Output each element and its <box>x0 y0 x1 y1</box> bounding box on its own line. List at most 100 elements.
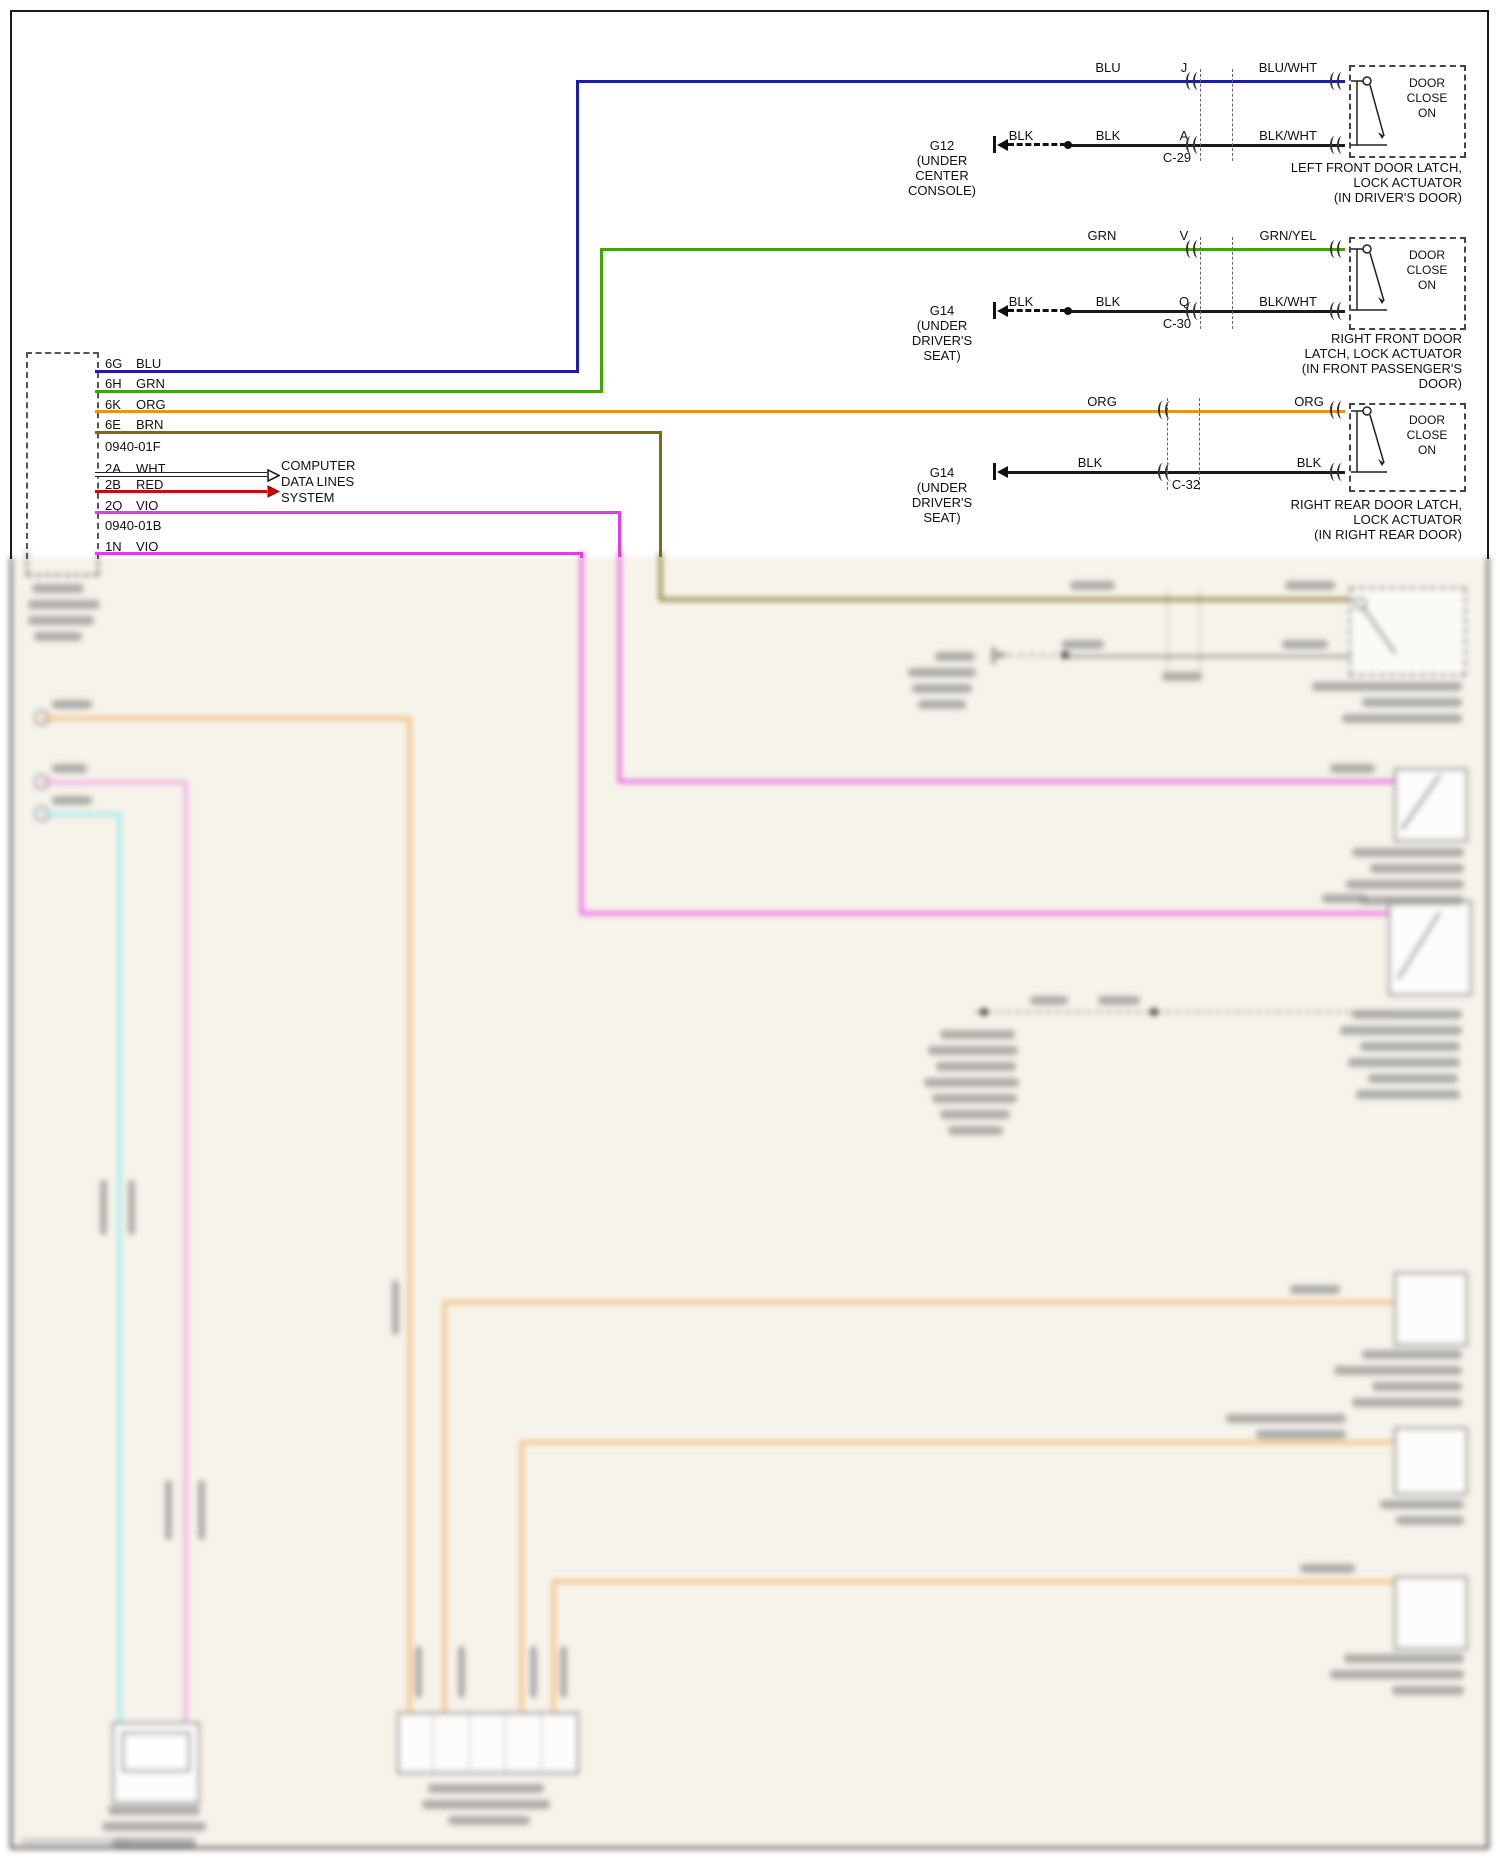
wire-vio-2q <box>95 511 620 514</box>
blurred-text <box>1372 1382 1462 1391</box>
connector-arc-icon <box>1158 463 1168 481</box>
blurred-wire <box>42 813 121 816</box>
blurred-junction-dot <box>1061 651 1069 659</box>
pin-code: 1N <box>105 539 122 554</box>
wire-vio-1n <box>580 552 583 558</box>
blurred-text <box>165 1480 172 1540</box>
blurred-wire <box>443 1301 446 1714</box>
connector-arc-icon <box>1330 302 1340 320</box>
blurred-text <box>908 668 976 677</box>
pin-code: 0940-01B <box>105 518 162 533</box>
blurred-text <box>52 764 87 773</box>
connector-arc-icon <box>1186 240 1196 258</box>
wire-grn <box>600 248 603 393</box>
blurred-component-box <box>1388 900 1472 996</box>
pin-code: 6E <box>105 417 121 432</box>
blurred-text <box>932 1094 1017 1103</box>
wire-label: BLK <box>1008 128 1034 143</box>
blurred-wire <box>10 1847 1489 1849</box>
wire-grn <box>600 248 1345 251</box>
blurred-boundary <box>505 1712 506 1770</box>
wire-label: BLK <box>1077 455 1103 470</box>
pin-code: 6H <box>105 376 122 391</box>
blurred-text <box>458 1646 465 1698</box>
blurred-wire <box>659 598 1354 601</box>
blurred-text <box>1342 714 1462 723</box>
blurred-text <box>1392 1686 1464 1695</box>
inline-connector-label: C-29 <box>1162 150 1192 165</box>
blurred-boundary <box>541 1712 542 1770</box>
wire-vio-1n <box>95 552 582 555</box>
component-caption: LEFT FRONT DOOR LATCH, LOCK ACTUATOR (IN D… <box>1290 160 1462 205</box>
blurred-wire <box>552 1580 1396 1583</box>
blurred-wire <box>11 557 1487 1849</box>
blurred-text <box>1334 1366 1462 1375</box>
inline-connector-boundary <box>1200 237 1201 329</box>
blurred-text <box>1360 896 1464 905</box>
connector-arc-icon <box>1165 463 1175 481</box>
wire-label: ORG <box>1294 394 1324 409</box>
blurred-text <box>28 616 94 625</box>
blurred-text <box>1346 880 1464 889</box>
blurred-text <box>1322 894 1367 903</box>
pin-code: 6K <box>105 397 121 412</box>
left-connector-block <box>26 352 99 559</box>
wire-brn <box>659 431 662 557</box>
connector-arc-icon <box>1330 72 1340 90</box>
ground-symbol-icon <box>993 136 996 153</box>
blurred-text <box>392 1280 399 1335</box>
blurred-text <box>34 632 82 641</box>
wire-label: BLU/WHT <box>1258 60 1318 75</box>
blurred-wire <box>408 717 411 1714</box>
wire-label: BLK <box>1008 294 1034 309</box>
connector-arc-icon <box>1337 72 1347 90</box>
connector-arc-icon <box>1186 302 1196 320</box>
arrow-wht-icon <box>267 469 280 483</box>
blurred-text <box>1030 996 1068 1005</box>
blurred-wire <box>552 1580 555 1714</box>
blurred-text <box>1098 996 1140 1005</box>
pin-letter: A <box>1179 128 1189 143</box>
page-border-right <box>1487 10 1489 559</box>
wire-blu <box>576 80 1345 83</box>
blurred-junction-dot <box>980 1008 988 1016</box>
computer-data-lines-note: COMPUTER DATA LINES SYSTEM <box>281 458 356 505</box>
ground-symbol-icon <box>997 305 1008 317</box>
blurred-text <box>1340 1026 1462 1035</box>
connector-arc-icon <box>1330 463 1340 481</box>
inline-connector-boundary <box>1199 398 1200 490</box>
wire-blk <box>1068 144 1345 147</box>
blurred-text <box>1370 864 1464 873</box>
blurred-component-box <box>1349 587 1466 676</box>
blurred-component-box <box>1394 1576 1468 1650</box>
inline-connector-boundary <box>1232 69 1233 161</box>
pin-letter: J <box>1180 60 1188 75</box>
inline-connector-boundary <box>1167 398 1168 490</box>
wire-vio-2q <box>618 511 621 557</box>
blurred-text <box>1352 1398 1462 1407</box>
blurred-text <box>1348 1058 1460 1067</box>
ground-symbol-icon <box>993 463 996 480</box>
wire-label: BLK <box>1296 455 1322 470</box>
inline-connector-label: C-30 <box>1162 316 1192 331</box>
wire-blu <box>95 370 578 373</box>
blurred-text <box>1352 1010 1462 1019</box>
blurred-text <box>1290 1285 1340 1294</box>
blurred-text <box>422 1800 550 1809</box>
device-state-label: DOOR CLOSE ON <box>1406 413 1448 457</box>
pin-letter: V <box>1179 228 1189 243</box>
blurred-text <box>428 1784 544 1793</box>
connector-arc-icon <box>1337 302 1347 320</box>
inline-connector-label: C-32 <box>1171 477 1201 492</box>
ground-location: G14 (UNDER DRIVER'S SEAT) <box>911 303 973 363</box>
blurred-text <box>912 684 972 693</box>
inline-connector-boundary <box>1200 69 1201 161</box>
wire-brn <box>95 431 661 434</box>
lock-switch-icon <box>1351 406 1387 473</box>
blurred-text <box>415 1646 422 1698</box>
connector-arc-icon <box>1186 136 1196 154</box>
connector-arc-icon <box>1193 302 1203 320</box>
blurred-text <box>52 700 92 709</box>
